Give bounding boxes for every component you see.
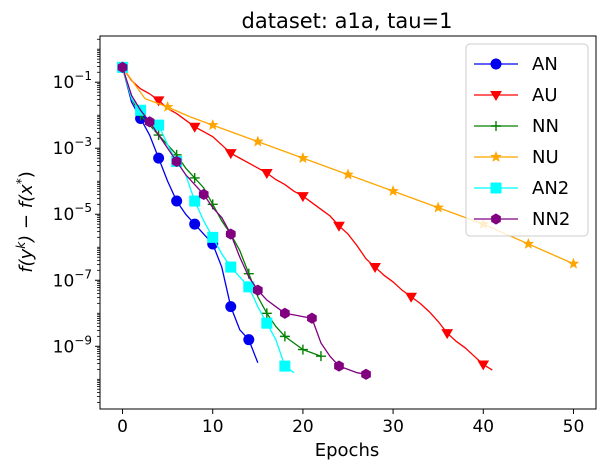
data-point-au: [190, 123, 200, 132]
x-tick-label: 40: [472, 417, 494, 437]
data-point-au: [262, 169, 272, 178]
y-axis-ticks: 10−9 10−7 10−5 10−3 10−1: [53, 39, 100, 402]
y-tick-label: 10−3: [53, 135, 92, 159]
series-nn: [118, 62, 326, 361]
y-tick-label: 10−7: [53, 267, 92, 291]
series-an2: [118, 62, 294, 372]
data-point-nu: [253, 136, 263, 146]
data-point-an2: [262, 318, 272, 328]
data-point-nn: [316, 351, 326, 361]
x-tick-label: 0: [117, 417, 128, 437]
series-nn2: [118, 62, 370, 379]
data-point-an: [190, 219, 200, 229]
y-tick-label: 10−5: [53, 201, 92, 225]
x-axis-label: Epochs: [315, 440, 380, 461]
series-line-nn2: [123, 67, 366, 374]
legend-marker: [491, 183, 501, 193]
x-tick-label: 50: [563, 417, 585, 437]
data-point-an: [154, 153, 164, 163]
data-point-nn2: [199, 189, 208, 199]
series-line-nn: [123, 67, 321, 356]
data-point-nu: [388, 186, 398, 196]
data-point-nn2: [362, 369, 371, 379]
data-point-an2: [154, 120, 164, 130]
data-point-an2: [226, 262, 236, 272]
legend: AN AU NN NU AN2 NN2: [466, 44, 588, 236]
legend-label: AU: [532, 85, 558, 106]
x-axis-ticks: 0 10 20 30 40 50: [117, 409, 584, 437]
y-axis-label: f(yk) − f(x*): [14, 171, 37, 273]
data-point-an: [172, 196, 182, 206]
data-point-nu: [343, 169, 353, 179]
data-point-nn2: [308, 313, 317, 323]
legend-label: NN2: [532, 209, 570, 230]
legend-marker: [492, 214, 501, 224]
data-point-au: [406, 293, 416, 302]
x-tick-label: 30: [382, 417, 404, 437]
legend-marker: [491, 59, 501, 69]
data-point-an: [244, 335, 254, 345]
y-tick-label: 10−1: [53, 69, 92, 93]
data-point-au: [298, 193, 308, 202]
x-tick-label: 10: [202, 417, 224, 437]
data-point-nu: [523, 238, 533, 248]
series-line-au: [123, 67, 493, 370]
data-point-an2: [208, 232, 218, 242]
data-point-an2: [280, 361, 290, 371]
legend-box: [466, 44, 588, 236]
data-point-au: [226, 150, 236, 159]
data-point-nn2: [253, 285, 262, 295]
legend-label: NU: [532, 147, 559, 168]
legend-label: AN2: [532, 178, 569, 199]
data-point-an2: [190, 196, 200, 206]
data-point-nn: [298, 345, 308, 355]
data-point-nn2: [118, 62, 127, 72]
data-point-nn2: [335, 361, 344, 371]
data-point-nu: [568, 258, 578, 268]
legend-label: NN: [532, 116, 559, 137]
data-point-nn2: [145, 117, 154, 127]
data-point-nu: [208, 120, 218, 130]
data-point-nn2: [226, 229, 235, 239]
data-point-an: [226, 302, 236, 312]
data-point-nu: [298, 153, 308, 163]
data-point-au: [478, 361, 488, 370]
chart: dataset: a1a, tau=1 0 10 20 30 40 50 10−9 10−7…: [0, 0, 608, 470]
legend-label: AN: [532, 54, 558, 75]
data-point-nu: [433, 202, 443, 212]
chart-title: dataset: a1a, tau=1: [242, 9, 453, 33]
data-point-nn2: [281, 308, 290, 318]
x-tick-label: 20: [292, 417, 314, 437]
data-point-an2: [244, 282, 254, 292]
data-point-nn2: [172, 156, 181, 166]
y-tick-label: 10−9: [53, 333, 92, 357]
